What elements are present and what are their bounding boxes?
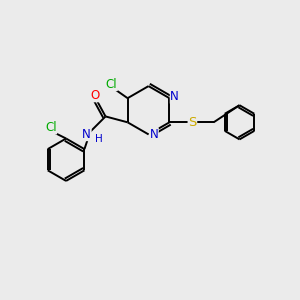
Text: Cl: Cl	[106, 77, 117, 91]
Text: N: N	[170, 90, 179, 103]
Text: N: N	[82, 128, 91, 141]
Text: H: H	[94, 134, 102, 144]
Text: O: O	[91, 89, 100, 102]
Text: S: S	[188, 116, 196, 129]
Text: N: N	[149, 128, 158, 141]
Text: Cl: Cl	[45, 121, 57, 134]
